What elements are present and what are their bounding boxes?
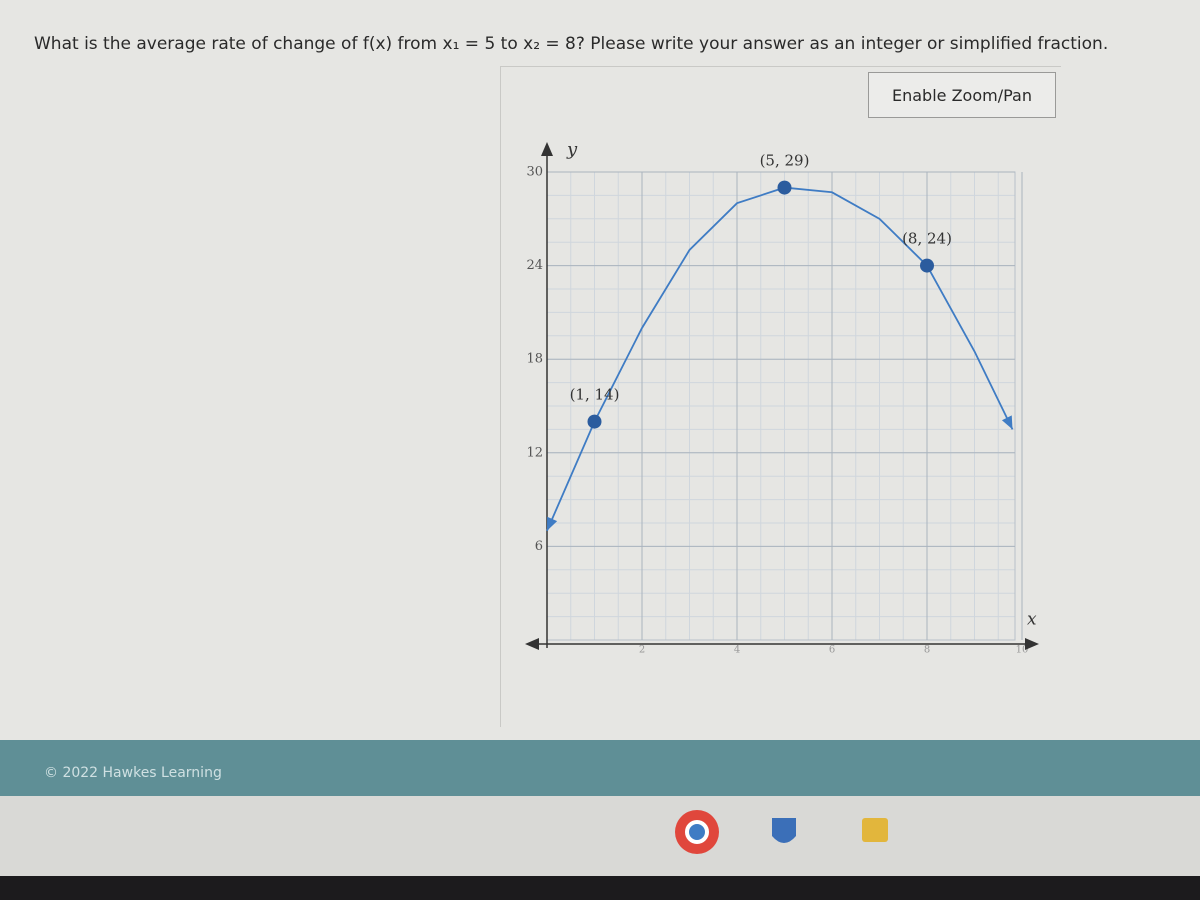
- x-tick-label: 4: [734, 645, 740, 656]
- point-label: (1, 14): [570, 386, 620, 404]
- question: What is the average rate of change of f(…: [34, 34, 1109, 54]
- y-tick-label: 24: [526, 258, 543, 273]
- graph-panel: [500, 66, 1061, 727]
- browser-icon-center: [685, 820, 709, 844]
- y-axis-label: y: [566, 139, 578, 160]
- point: [587, 414, 602, 429]
- point: [777, 180, 792, 195]
- taskbar: [0, 796, 1200, 876]
- classroom-icon: [862, 818, 888, 842]
- y-tick-label: 6: [535, 539, 543, 554]
- x-tick-label: 10: [1016, 645, 1029, 656]
- point-label: (8, 24): [902, 230, 952, 248]
- y-axis-arrow: [541, 142, 553, 156]
- shield-icon: [772, 818, 796, 843]
- curve-arrow: [1001, 415, 1013, 430]
- x-tick-label: 8: [924, 645, 930, 656]
- x-tick-label: 6: [829, 645, 835, 656]
- zoom-button[interactable]: Enable Zoom/Pan: [868, 72, 1056, 118]
- x-axis-arrow: [525, 638, 539, 650]
- x-axis-label: x: [1027, 610, 1037, 630]
- y-tick-label: 12: [526, 445, 543, 460]
- footer-bar: [0, 740, 1200, 796]
- screen-edge: [0, 876, 1200, 900]
- point: [920, 258, 934, 273]
- point-label: (5, 29): [760, 152, 810, 170]
- x-axis-arrow: [1025, 638, 1039, 650]
- copyright: © 2022 Hawkes Learning: [44, 765, 222, 781]
- x-tick-label: 2: [639, 645, 645, 656]
- taskbar-icons: [675, 810, 888, 854]
- curve-arrow: [547, 516, 558, 531]
- y-tick-label: 18: [526, 352, 543, 367]
- y-tick-label: 30: [526, 165, 543, 180]
